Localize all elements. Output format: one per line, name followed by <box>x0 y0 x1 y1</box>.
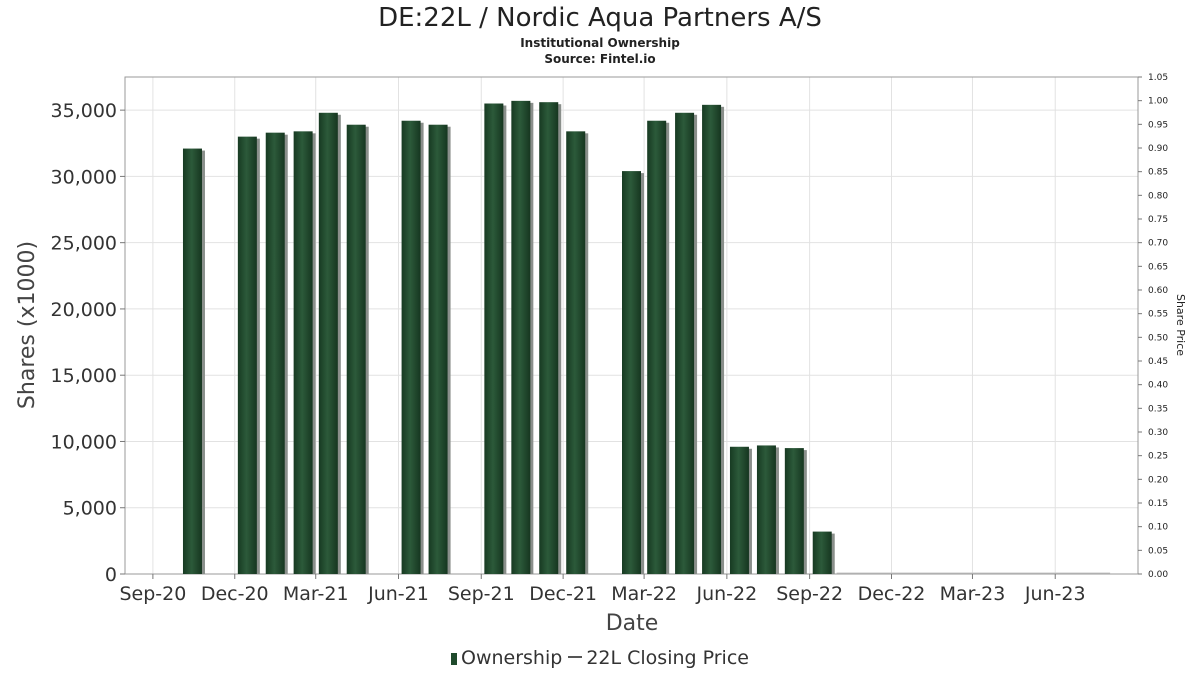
y2-tick-label: 0.70 <box>1148 239 1168 249</box>
y-tick-label: 0 <box>105 564 117 586</box>
y-tick-label: 15,000 <box>51 365 117 387</box>
ownership-bar <box>182 148 202 574</box>
y2-tick-label: 0.35 <box>1148 404 1168 414</box>
price-line-icon <box>568 656 583 658</box>
x-tick-label: Jun-21 <box>367 583 429 605</box>
chart-subtitle: Institutional Ownership <box>520 36 680 50</box>
x-axis-ticks: Sep-20 Dec-20 Mar-21 Jun-21 Sep-21 Dec-21 Mar-… <box>119 574 1086 605</box>
ownership-bar <box>237 136 257 574</box>
ownership-bar <box>729 446 749 574</box>
legend-ownership: Ownership <box>461 647 563 669</box>
chart-source: Source: Fintel.io <box>544 52 656 66</box>
y2-tick-label: 0.55 <box>1148 310 1168 320</box>
y-tick-label: 35,000 <box>51 100 117 122</box>
y2-tick-label: 1.00 <box>1148 97 1168 107</box>
x-tick-label: Jun-22 <box>695 583 757 605</box>
y2-tick-label: 0.20 <box>1148 475 1168 485</box>
ownership-bar <box>756 445 776 574</box>
legend: Ownership 22L Closing Price <box>0 646 1200 670</box>
y2-tick-label: 0.75 <box>1148 215 1168 225</box>
y-tick-label: 20,000 <box>51 299 117 321</box>
x-axis-title: Date <box>606 611 659 636</box>
ownership-bar <box>511 100 531 574</box>
x-tick-label: Dec-21 <box>529 583 597 605</box>
chart-title: DE:22L / Nordic Aqua Partners A/S <box>378 3 822 33</box>
y2-tick-label: 0.85 <box>1148 168 1168 178</box>
ownership-bar <box>401 120 421 575</box>
y2-tick-label: 0.30 <box>1148 428 1168 438</box>
x-tick-label: Mar-22 <box>611 583 677 605</box>
ownership-bar <box>675 112 695 574</box>
x-tick-label: Sep-21 <box>448 583 515 605</box>
x-tick-label: Sep-22 <box>776 583 843 605</box>
ownership-bar <box>428 124 448 574</box>
y2-tick-label: 0.40 <box>1148 381 1168 391</box>
bars <box>182 100 1111 575</box>
y-axis-title: Shares (x1000) <box>15 241 40 409</box>
x-tick-label: Dec-22 <box>858 583 926 605</box>
grid <box>125 77 1138 574</box>
left-axis-ticks: 0 5,000 10,000 15,000 20,000 25,000 30,000 35,0… <box>51 100 125 586</box>
ownership-bar <box>566 131 586 574</box>
x-tick-label: Sep-20 <box>119 583 186 605</box>
legend-price: 22L Closing Price <box>586 647 749 669</box>
y-tick-label: 30,000 <box>51 166 117 188</box>
ownership-bar <box>812 531 832 574</box>
y2-tick-label: 0.50 <box>1148 333 1168 343</box>
y2-tick-label: 0.10 <box>1148 523 1168 533</box>
y2-tick-label: 0.95 <box>1148 120 1168 130</box>
ownership-bar <box>702 104 722 574</box>
y2-tick-label: 0.65 <box>1148 262 1168 272</box>
x-tick-label: Dec-20 <box>201 583 269 605</box>
y2-tick-label: 0.90 <box>1148 144 1168 154</box>
y2-tick-label: 0.15 <box>1148 499 1168 509</box>
y2-tick-label: 0.05 <box>1148 546 1168 556</box>
y2-tick-label: 0.00 <box>1148 570 1168 580</box>
y2-tick-label: 0.80 <box>1148 191 1168 201</box>
y2-axis-title: Share Price <box>1174 294 1187 356</box>
ownership-bar <box>265 132 285 574</box>
ownership-bar <box>784 448 804 574</box>
y2-tick-label: 0.60 <box>1148 286 1168 296</box>
ownership-bar <box>622 171 641 574</box>
ownership-bar <box>484 103 504 575</box>
ownership-bar <box>539 102 559 574</box>
ownership-bar <box>318 112 338 574</box>
y2-tick-label: 0.25 <box>1148 452 1168 462</box>
x-tick-label: Mar-23 <box>940 583 1006 605</box>
y-tick-label: 10,000 <box>51 431 117 453</box>
x-tick-label: Jun-23 <box>1024 583 1086 605</box>
y-tick-label: 25,000 <box>51 233 117 255</box>
y-tick-label: 5,000 <box>63 498 117 520</box>
ownership-bar <box>647 120 667 575</box>
right-axis-ticks: 0.00 0.05 0.10 0.15 0.20 0.25 0.30 0.35 0.40 0.45… <box>1138 73 1168 580</box>
y2-tick-label: 0.45 <box>1148 357 1168 367</box>
ownership-bar <box>293 131 313 574</box>
x-tick-label: Mar-21 <box>283 583 349 605</box>
ownership-swatch-icon <box>451 653 457 665</box>
y2-tick-label: 1.05 <box>1148 73 1168 83</box>
ownership-bar <box>346 124 366 574</box>
